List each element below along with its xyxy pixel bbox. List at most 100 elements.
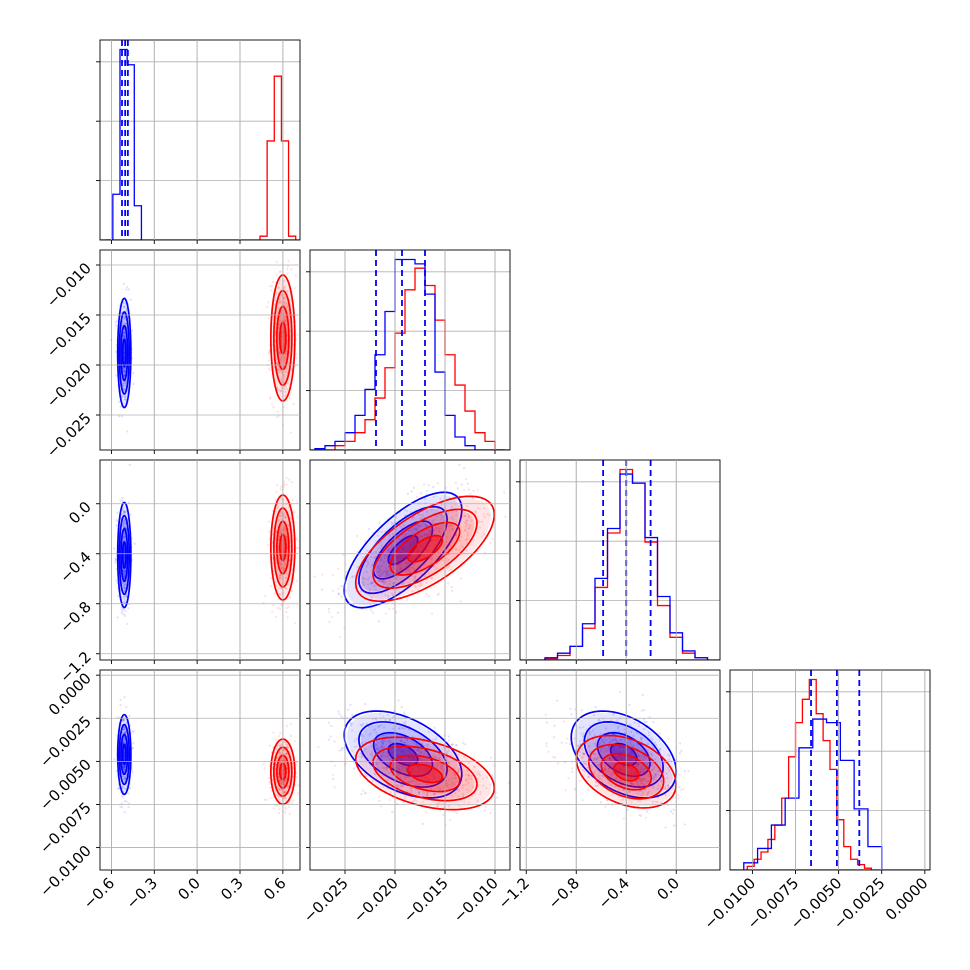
scatter-point [446,512,449,515]
scatter-point [417,749,420,752]
scatter-point [338,635,341,639]
scatter-point [464,743,467,746]
scatter-point [376,580,380,583]
scatter-point [285,535,288,538]
scatter-point [601,739,605,742]
scatter-point [465,538,468,541]
scatter-point [132,371,135,375]
scatter-point [351,576,354,579]
scatter-point [380,762,383,765]
scatter-point [440,527,443,530]
scatter-point [283,296,286,299]
scatter-point [276,410,280,413]
scatter-point [296,792,300,795]
scatter-point [123,696,126,699]
scatter-point [398,767,401,770]
scatter-point [120,605,123,609]
scatter-point [124,510,127,514]
scatter-point [422,483,426,486]
scatter-point [119,499,122,502]
scatter-point [449,568,452,571]
scatter-point [590,765,593,769]
scatter-point [416,550,419,553]
scatter-point [121,499,124,502]
scatter-point [383,766,386,770]
scatter-point [412,486,415,489]
scatter-point [618,739,622,742]
scatter-point [283,781,286,784]
scatter-point [406,739,409,742]
scatter-point [123,521,126,524]
scatter-point [353,740,356,743]
scatter-point [385,571,388,574]
density-fill [392,523,458,574]
scatter-point [428,518,431,522]
scatter-point [114,557,117,560]
scatter-point [427,730,430,733]
scatter-point [278,593,281,596]
scatter-point [482,784,485,787]
scatter-point [122,575,126,578]
scatter-point [290,517,293,520]
scatter-point [457,753,460,756]
scatter-point [451,528,455,531]
scatter-point [410,555,413,558]
scatter-point [370,555,373,559]
scatter-point [592,752,595,755]
scatter-point [432,543,435,546]
scatter-point [277,307,280,310]
scatter-point [284,300,287,303]
scatter-point [598,743,601,747]
scatter-point [271,403,274,406]
scatter-point [382,751,385,754]
scatter-point [460,544,463,548]
contour-line [120,527,129,583]
scatter-point [123,764,127,768]
scatter-point [479,793,482,796]
scatter-point [640,794,643,797]
scatter-point [514,514,516,516]
scatter-point [427,767,430,770]
scatter-point [626,741,629,744]
scatter-point [277,291,280,294]
scatter-point [637,763,640,767]
scatter-point [395,577,398,580]
scatter-point [296,333,299,336]
scatter-point [457,769,460,772]
scatter-point [280,334,283,337]
scatter-point [122,570,125,573]
scatter-point [426,533,429,536]
contour-line [118,311,131,395]
scatter-point [435,735,438,738]
scatter-point [622,765,625,768]
scatter-panel-p0-p1-frame [99,249,301,451]
scatter-point [276,361,279,365]
scatter-point [461,795,464,798]
scatter-point [389,572,392,575]
scatter-point [439,532,442,535]
scatter-point [286,302,289,305]
scatter-point [474,510,477,513]
scatter-point [391,523,394,526]
scatter-point [454,776,457,779]
scatter-point [400,758,403,761]
scatter-point [408,529,411,532]
scatter-point [411,768,414,771]
scatter-point [587,775,590,779]
scatter-point [272,807,276,810]
scatter-point [602,747,605,750]
scatter-point [448,779,451,782]
scatter-point [423,575,427,578]
scatter-point [420,535,423,538]
scatter-point [599,801,603,804]
scatter-point [438,753,441,756]
scatter-point [287,505,290,509]
scatter-point [369,581,372,584]
scatter-point [447,558,450,561]
scatter-point [128,463,131,467]
scatter-point [411,540,415,543]
scatter-point [123,316,126,319]
scatter-point [387,573,390,576]
scatter-point [290,802,294,805]
